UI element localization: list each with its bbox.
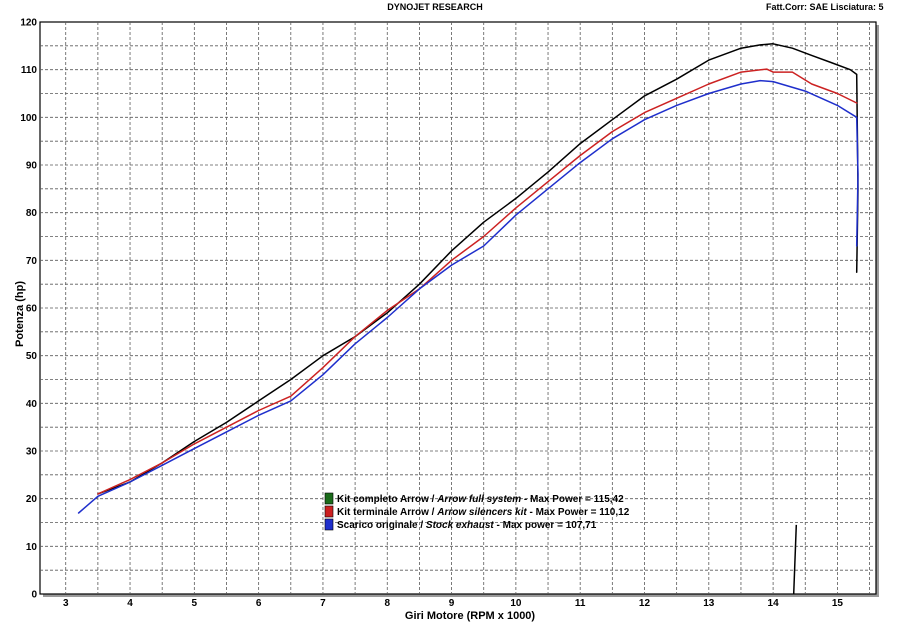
y-tick-label: 30 <box>26 447 38 458</box>
x-tick-label: 10 <box>510 598 522 609</box>
legend-entry-part: - Max Power = 110,12 <box>527 507 630 518</box>
x-tick-label: 14 <box>768 598 780 609</box>
x-tick-label: 9 <box>449 598 455 609</box>
legend-swatch <box>324 518 334 531</box>
x-tick-label: 8 <box>384 598 390 609</box>
legend: Kit completo Arrow / Arrow full system -… <box>324 492 630 531</box>
legend-entry-part: Kit completo Arrow / <box>337 494 437 505</box>
series-line-stock-exhaust <box>77 79 859 514</box>
y-axis-label: Potenza (hp) <box>14 281 26 347</box>
annotation-line <box>792 524 798 595</box>
y-tick-label: 120 <box>20 18 37 29</box>
legend-swatch <box>324 492 334 505</box>
x-tick-label: 7 <box>320 598 326 609</box>
legend-entry-part: - Max Power = 115,42 <box>521 494 624 505</box>
legend-entry-part: Arrow full system <box>436 494 521 505</box>
y-tick-label: 20 <box>26 494 38 505</box>
y-tick-label: 90 <box>26 161 38 172</box>
y-tick-label: 40 <box>26 399 38 410</box>
legend-entry-part: Arrow silencers kit <box>436 507 527 518</box>
series-line-silencers-kit <box>97 68 858 495</box>
x-axis-label: Giri Motore (RPM x 1000) <box>405 610 536 622</box>
chart-header: DYNOJET RESEARCH Fatt.Corr: SAE Lisciatu… <box>387 2 883 12</box>
legend-entry-part: Stock exhaust <box>426 520 494 531</box>
x-tick-label: 15 <box>832 598 844 609</box>
series-line-full-system <box>97 43 859 495</box>
y-tick-label: 10 <box>26 542 38 553</box>
y-tick-label: 0 <box>31 590 37 601</box>
y-tick-label: 50 <box>26 351 38 362</box>
series-lines <box>77 43 859 595</box>
legend-swatch <box>324 505 334 518</box>
y-tick-label: 70 <box>26 256 38 267</box>
y-tick-label: 100 <box>20 113 37 124</box>
y-tick-labels: 0 10 20 30 40 50 60 70 80 90 100 110 120 <box>20 18 37 601</box>
x-tick-label: 6 <box>256 598 262 609</box>
legend-entry-part: Kit terminale Arrow / <box>337 507 437 518</box>
x-tick-label: 3 <box>63 598 69 609</box>
chart-header-title: DYNOJET RESEARCH <box>387 2 483 12</box>
chart-header-correction: Fatt.Corr: SAE Lisciatura: 5 <box>766 2 884 12</box>
x-tick-labels: 3 4 5 6 7 8 9 10 11 12 13 14 15 <box>63 598 843 609</box>
x-tick-label: 11 <box>575 598 586 609</box>
gridlines <box>40 22 876 594</box>
x-tick-label: 12 <box>639 598 651 609</box>
x-tick-label: 5 <box>192 598 198 609</box>
y-tick-label: 60 <box>26 304 38 315</box>
x-tick-label: 13 <box>703 598 715 609</box>
legend-entry: Kit completo Arrow / Arrow full system -… <box>337 494 624 505</box>
legend-entry-part: - Max power = 107,71 <box>494 520 597 531</box>
y-tick-label: 110 <box>21 65 38 76</box>
legend-entry: Kit terminale Arrow / Arrow silencers ki… <box>337 507 630 518</box>
y-tick-label: 80 <box>26 208 38 219</box>
legend-entry: Scarico originale / Stock exhaust - Max … <box>337 520 597 531</box>
legend-entry-part: Scarico originale / <box>337 520 426 531</box>
x-tick-label: 4 <box>127 598 133 609</box>
